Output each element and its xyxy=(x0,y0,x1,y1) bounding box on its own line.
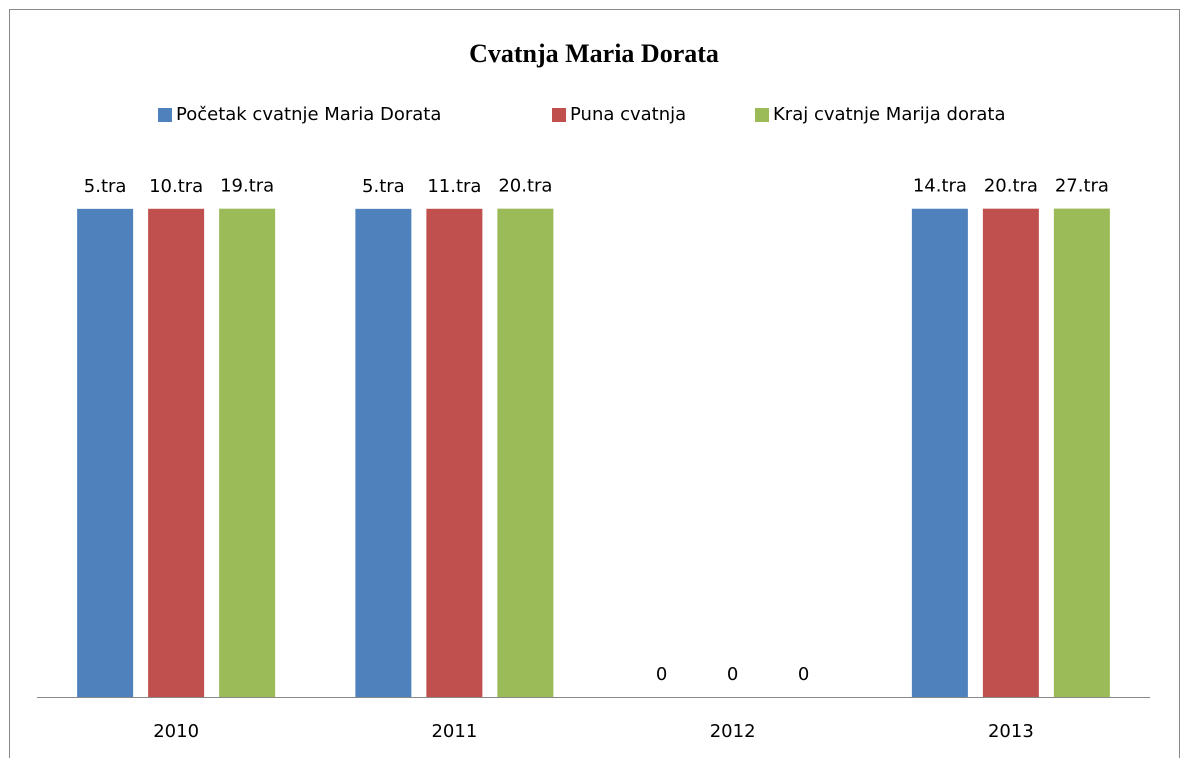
legend-swatch xyxy=(552,108,566,122)
data-label: 0 xyxy=(727,664,738,685)
data-label: 0 xyxy=(656,664,667,685)
data-label: 19.tra xyxy=(220,176,274,197)
bar xyxy=(219,208,276,697)
data-label: 20.tra xyxy=(498,176,552,197)
data-label: 5.tra xyxy=(84,176,127,197)
data-label: 27.tra xyxy=(1055,176,1109,197)
legend-swatch xyxy=(158,108,172,122)
x-tick-label: 2011 xyxy=(431,721,477,742)
bar xyxy=(982,208,1039,697)
x-tick-label: 2012 xyxy=(710,721,756,742)
bar xyxy=(355,208,412,697)
bar xyxy=(426,208,483,697)
x-tick-label: 2013 xyxy=(988,721,1034,742)
bar xyxy=(1053,208,1110,698)
data-label: 20.tra xyxy=(984,176,1038,197)
bar xyxy=(911,208,968,697)
legend-label: Puna cvatnja xyxy=(570,104,686,125)
chart-title: Cvatnja Maria Dorata xyxy=(469,39,719,68)
legend-label: Kraj cvatnje Marija dorata xyxy=(773,104,1005,125)
data-label: 11.tra xyxy=(427,176,481,197)
data-label: 14.tra xyxy=(913,176,967,197)
chart-frame xyxy=(9,9,1180,758)
legend-label: Početak cvatnje Maria Dorata xyxy=(176,104,441,125)
data-label: 0 xyxy=(798,664,809,685)
x-tick-label: 2010 xyxy=(153,721,199,742)
bar xyxy=(497,208,554,697)
data-label: 10.tra xyxy=(149,176,203,197)
legend-swatch xyxy=(755,108,769,122)
bar xyxy=(148,208,205,697)
bar xyxy=(77,208,134,697)
data-label: 5.tra xyxy=(362,176,405,197)
